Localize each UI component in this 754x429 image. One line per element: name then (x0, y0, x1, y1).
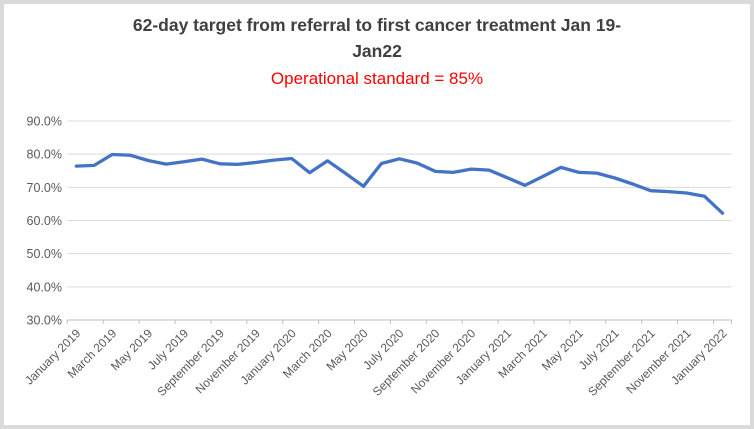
y-axis-label: 50.0% (27, 247, 62, 261)
chart-title: 62-day target from referral to first can… (40, 12, 714, 64)
y-axis-label: 30.0% (27, 314, 62, 328)
y-axis-label: 70.0% (27, 181, 62, 195)
chart-title-line2: Jan22 (352, 41, 402, 61)
y-axis-label: 80.0% (27, 148, 62, 162)
y-axis-label: 90.0% (27, 115, 62, 129)
chart-title-line1: 62-day target from referral to first can… (132, 15, 622, 35)
y-axis-label: 40.0% (27, 280, 62, 294)
y-axis-label: 60.0% (27, 214, 62, 228)
chart-subtitle: Operational standard = 85% (270, 69, 484, 88)
data-line (74, 152, 725, 215)
